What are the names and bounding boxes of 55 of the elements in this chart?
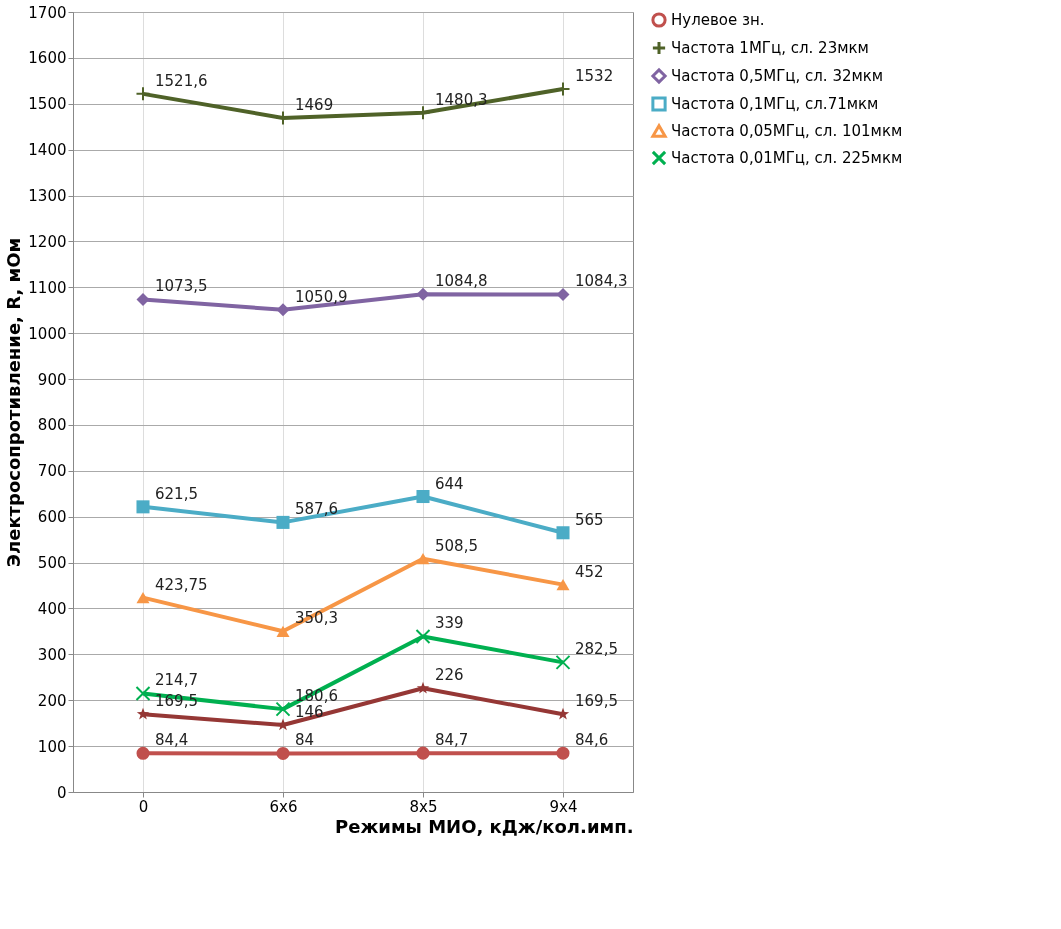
y-tick-label: 1000	[28, 324, 67, 343]
y-tick-label: 800	[37, 416, 67, 435]
x-tick-label: 6х6	[269, 797, 298, 816]
y-tick-label: 1500	[28, 95, 67, 114]
y-tick-label: 1400	[28, 141, 67, 160]
data-label: 339	[435, 614, 464, 633]
data-label: 1073,5	[155, 277, 208, 296]
data-label: 1469	[295, 95, 334, 114]
y-tick-label: 500	[37, 554, 67, 573]
data-label: 84,4	[155, 731, 189, 750]
y-tick-label: 1600	[28, 49, 67, 68]
y-tick-label: 400	[37, 599, 67, 618]
legend-label: Частота 0,01МГц, сл. 225мкм	[671, 149, 903, 167]
data-label: 1084,8	[435, 272, 488, 291]
data-label: 84	[295, 731, 315, 750]
y-tick-label: 900	[37, 370, 67, 389]
data-label: 565	[575, 510, 604, 529]
x-tick-label: 0	[138, 797, 149, 816]
y-tick-label: 1700	[28, 3, 67, 22]
data-label: 1084,3	[575, 272, 628, 291]
data-label: 423,75	[155, 575, 208, 594]
data-label: 621,5	[155, 484, 198, 503]
data-label: 84,6	[575, 731, 609, 750]
legend-label: Нулевое зн.	[671, 11, 765, 29]
data-label: 1480,3	[435, 90, 488, 109]
y-tick-label: 600	[37, 508, 67, 527]
data-label: 1521,6	[155, 71, 208, 90]
legend-label: Частота 0,05МГц, сл. 101мкм	[671, 122, 903, 140]
legend-label: Частота 0,5МГц, сл. 32мкм	[671, 67, 884, 85]
legend-label: Частота 1МГц, сл. 23мкм	[671, 39, 869, 57]
data-label: 169,5	[575, 692, 618, 711]
x-tick-label: 8х5	[409, 797, 438, 816]
legend-label: Частота 0,1МГц, сл.71мкм	[671, 95, 879, 113]
data-label: 146	[295, 703, 324, 722]
y-tick-label: 1100	[28, 278, 67, 297]
x-tick-label: 9х4	[549, 797, 578, 816]
y-axis-title: Электросопротивление, R, мОм	[3, 237, 25, 568]
data-label: 1050,9	[295, 287, 348, 306]
y-tick-label: 200	[37, 691, 67, 710]
y-tick-label: 700	[37, 462, 67, 481]
data-label: 644	[435, 474, 464, 493]
y-tick-label: 1300	[28, 187, 67, 206]
y-tick-label: 300	[37, 645, 67, 664]
y-tick-label: 0	[56, 783, 67, 802]
data-label: 587,6	[295, 500, 338, 519]
data-label: 452	[575, 562, 604, 581]
data-label: 1532	[575, 67, 614, 86]
data-label: 84,7	[435, 731, 469, 750]
x-axis-title: Режимы МИО, кДж/кол.имп.	[334, 815, 634, 837]
y-tick-label: 1200	[28, 232, 67, 251]
y-tick-label: 100	[37, 737, 67, 756]
data-label: 226	[435, 666, 464, 685]
data-label: 508,5	[435, 536, 478, 555]
data-label: 282,5	[575, 640, 618, 659]
data-label: 214,7	[155, 671, 198, 690]
